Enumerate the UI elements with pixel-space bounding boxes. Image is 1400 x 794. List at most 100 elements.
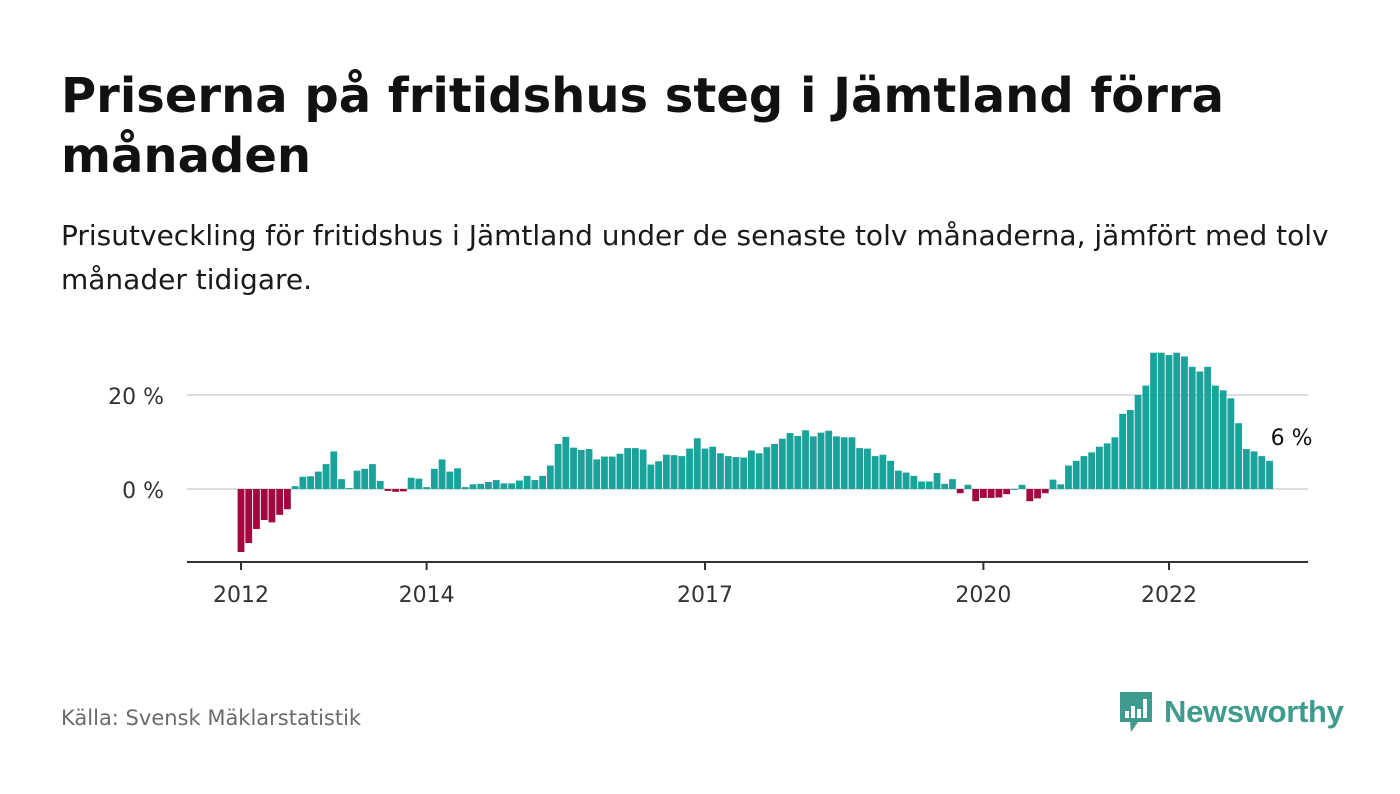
bar bbox=[438, 459, 446, 489]
label-layer: 0 % 20 % 2012 2014 2017 2020 2022 6 % bbox=[108, 385, 1314, 608]
bar bbox=[415, 478, 423, 489]
bar bbox=[353, 470, 361, 489]
bar bbox=[1034, 489, 1041, 499]
bar bbox=[376, 481, 384, 489]
bar bbox=[245, 489, 253, 544]
bar bbox=[1134, 395, 1142, 489]
x-tick-label: 2022 bbox=[1141, 583, 1197, 608]
bar bbox=[740, 457, 748, 489]
bar bbox=[1049, 479, 1057, 489]
bar bbox=[276, 489, 284, 515]
bar bbox=[1181, 356, 1188, 489]
bar bbox=[446, 471, 454, 489]
bar bbox=[461, 487, 469, 489]
bar bbox=[1103, 443, 1111, 489]
bar bbox=[585, 449, 593, 489]
bar bbox=[516, 480, 523, 489]
bar bbox=[284, 489, 291, 510]
bar bbox=[1003, 489, 1011, 495]
newsworthy-icon bbox=[1120, 692, 1152, 732]
bar bbox=[763, 447, 771, 489]
axis-layer bbox=[187, 561, 1308, 570]
bar bbox=[1096, 446, 1103, 489]
x-tick-label: 2012 bbox=[213, 583, 269, 608]
bar-layer bbox=[237, 352, 1273, 552]
bar bbox=[593, 459, 601, 489]
bar bbox=[732, 457, 740, 489]
bar bbox=[817, 432, 825, 489]
bar bbox=[322, 464, 330, 489]
bar bbox=[546, 465, 554, 489]
chart-subtitle: Prisutveckling för fritidshus i Jämtland… bbox=[61, 219, 1329, 296]
bar bbox=[1173, 352, 1181, 489]
bar bbox=[995, 489, 1003, 498]
bar bbox=[1142, 385, 1150, 489]
bar bbox=[1126, 410, 1134, 489]
bar bbox=[1258, 456, 1266, 489]
bar bbox=[1026, 489, 1034, 502]
bar bbox=[856, 448, 864, 489]
bar bbox=[1227, 398, 1235, 489]
bar bbox=[314, 471, 322, 489]
bar bbox=[1250, 451, 1258, 489]
bar bbox=[647, 464, 655, 489]
bar bbox=[879, 454, 887, 489]
bar bbox=[253, 489, 260, 529]
bar bbox=[717, 453, 724, 489]
bar bbox=[1018, 484, 1026, 489]
bar bbox=[655, 461, 663, 489]
bar bbox=[833, 436, 840, 489]
bar bbox=[809, 436, 817, 489]
bar bbox=[1041, 489, 1049, 494]
bar bbox=[291, 486, 299, 489]
bar bbox=[1119, 413, 1127, 489]
bar bbox=[1080, 456, 1088, 489]
bar bbox=[771, 443, 779, 489]
bar bbox=[887, 460, 895, 489]
bar bbox=[902, 472, 910, 489]
bar bbox=[338, 479, 345, 489]
bar bbox=[1010, 489, 1018, 490]
last-value-label: 6 % bbox=[1271, 426, 1313, 451]
bar bbox=[307, 476, 315, 489]
bar bbox=[1219, 390, 1227, 489]
bar bbox=[1088, 452, 1096, 489]
bar bbox=[330, 451, 338, 489]
bar bbox=[786, 433, 794, 489]
bar bbox=[1111, 437, 1119, 489]
bar bbox=[554, 443, 562, 489]
brand-name: Newsworthy bbox=[1164, 694, 1344, 729]
bar bbox=[562, 436, 570, 489]
bar bbox=[632, 448, 639, 489]
bar bbox=[1266, 460, 1273, 489]
bar bbox=[778, 438, 786, 489]
bar bbox=[430, 468, 438, 489]
bar bbox=[608, 456, 616, 489]
bar bbox=[423, 487, 431, 489]
bar bbox=[864, 448, 871, 489]
bar bbox=[1212, 385, 1219, 489]
bar bbox=[1196, 371, 1204, 489]
bar bbox=[508, 483, 516, 489]
bar bbox=[1204, 366, 1212, 489]
bar bbox=[848, 437, 856, 489]
bar bbox=[1235, 423, 1243, 489]
source-note: Källa: Svensk Mäklarstatistik bbox=[61, 706, 362, 730]
bar bbox=[577, 449, 585, 489]
bar bbox=[523, 475, 531, 489]
x-tick-label: 2017 bbox=[677, 583, 733, 608]
bar bbox=[237, 489, 245, 552]
bar bbox=[500, 483, 508, 489]
bar bbox=[925, 481, 933, 489]
bar bbox=[941, 483, 949, 489]
bar bbox=[1188, 366, 1196, 489]
bar bbox=[492, 480, 500, 489]
bar bbox=[670, 455, 678, 489]
bar bbox=[469, 484, 477, 489]
bar bbox=[1072, 460, 1080, 489]
bar bbox=[980, 489, 987, 498]
bar bbox=[910, 475, 918, 489]
bar bbox=[392, 489, 400, 492]
bar bbox=[840, 437, 848, 489]
bar bbox=[949, 479, 956, 489]
